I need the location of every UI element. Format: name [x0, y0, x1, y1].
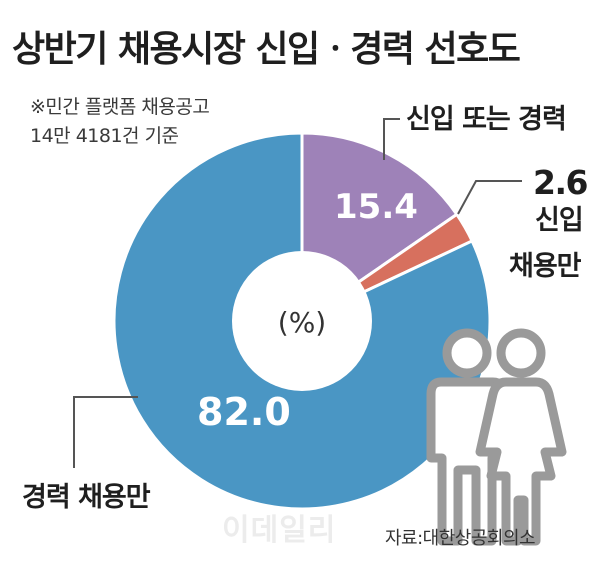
note-line-1: ※민간 플랫폼 채용공고: [30, 96, 210, 118]
leader-line-new-or-exp: [383, 118, 400, 160]
people-couple-icon: [426, 328, 567, 546]
value-label-new-or-exp: 15.4: [334, 187, 418, 227]
value-label-exp-only: 82.0: [197, 390, 291, 434]
slice-label-new-only-line2: 채용만: [509, 251, 582, 282]
unit-label: (%): [278, 306, 326, 339]
chart-title: 상반기 채용시장 신입ㆍ경력 선호도: [12, 29, 521, 70]
slice-label-new-only-line1: 신입: [535, 205, 583, 236]
source-note: 자료:대한상공회의소: [385, 528, 536, 549]
donut-hole: [232, 251, 372, 391]
value-label-new-only: 2.6: [533, 163, 587, 202]
slice-label-new-or-exp: 신입 또는 경력: [406, 104, 566, 135]
leader-line-new-only: [457, 180, 522, 215]
slice-label-exp-only: 경력 채용만: [22, 482, 151, 513]
leader-line-exp-only: [73, 396, 138, 468]
watermark: 이데일리: [222, 513, 337, 548]
note-line-2: 14만 4181건 기준: [30, 125, 179, 147]
